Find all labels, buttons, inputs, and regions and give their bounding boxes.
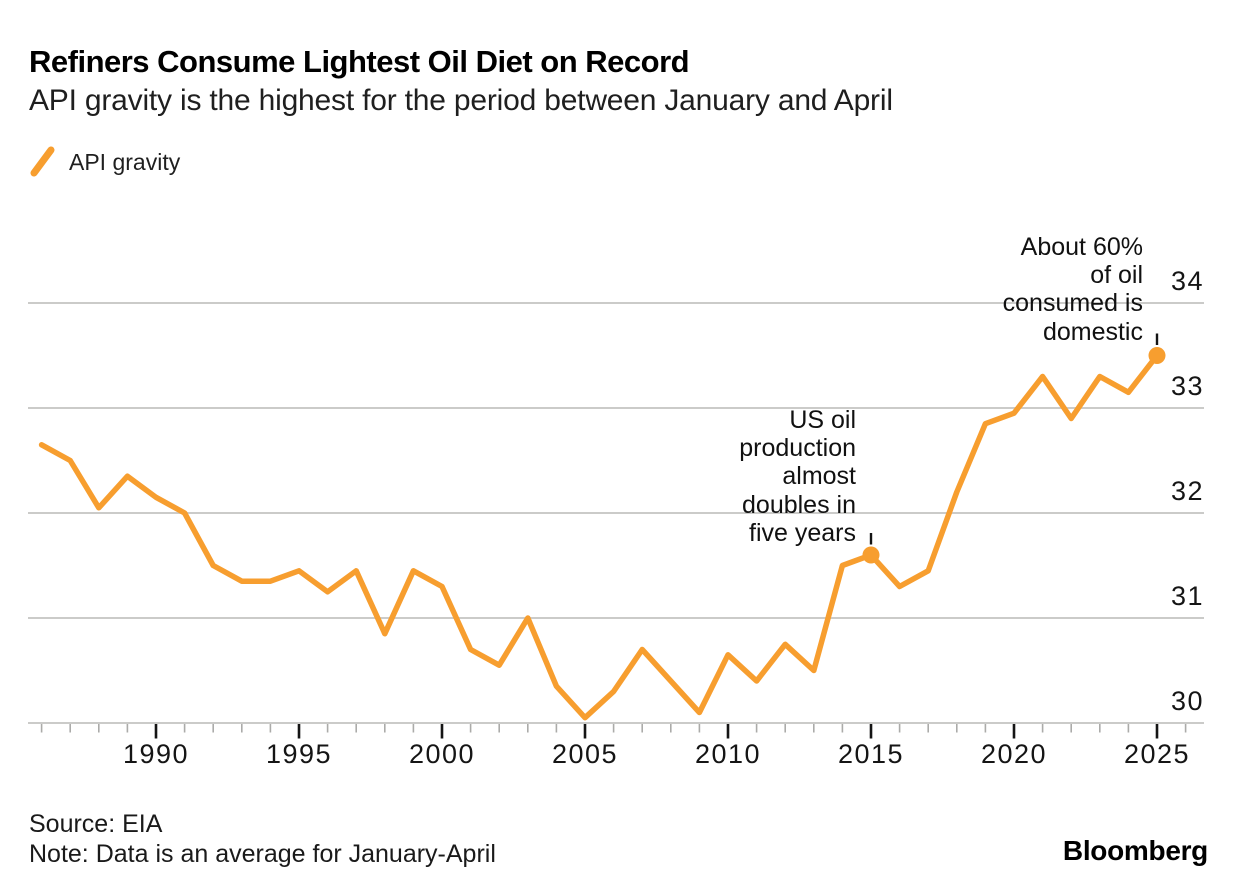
annotation-us-oil-production: US oil production almost doubles in five…	[739, 406, 856, 547]
note-label: Note: Data is an average for January-Apr…	[29, 840, 496, 868]
bloomberg-logo: Bloomberg	[1062, 835, 1208, 866]
source-label: Source: EIA	[29, 810, 163, 838]
svg-text:1995: 1995	[266, 739, 332, 769]
api-gravity-legend-swatch-icon	[30, 146, 55, 177]
svg-text:2020: 2020	[981, 739, 1047, 769]
svg-text:2010: 2010	[695, 739, 761, 769]
svg-text:30: 30	[1171, 686, 1204, 716]
svg-text:2025: 2025	[1124, 739, 1190, 769]
svg-text:2005: 2005	[552, 739, 618, 769]
svg-text:2000: 2000	[409, 739, 475, 769]
svg-text:2015: 2015	[838, 739, 904, 769]
chart-subtitle: API gravity is the highest for the perio…	[29, 84, 893, 117]
chart-title: Refiners Consume Lightest Oil Diet on Re…	[29, 44, 690, 79]
svg-text:33: 33	[1171, 371, 1204, 401]
svg-text:34: 34	[1171, 266, 1204, 296]
legend-label: API gravity	[69, 148, 181, 175]
svg-text:1990: 1990	[123, 739, 189, 769]
svg-text:32: 32	[1171, 476, 1204, 506]
annotation-about-60pct-domestic: About 60% of oil consumed is domestic	[1002, 233, 1143, 346]
legend: API gravity	[29, 146, 180, 178]
svg-text:31: 31	[1171, 581, 1204, 611]
